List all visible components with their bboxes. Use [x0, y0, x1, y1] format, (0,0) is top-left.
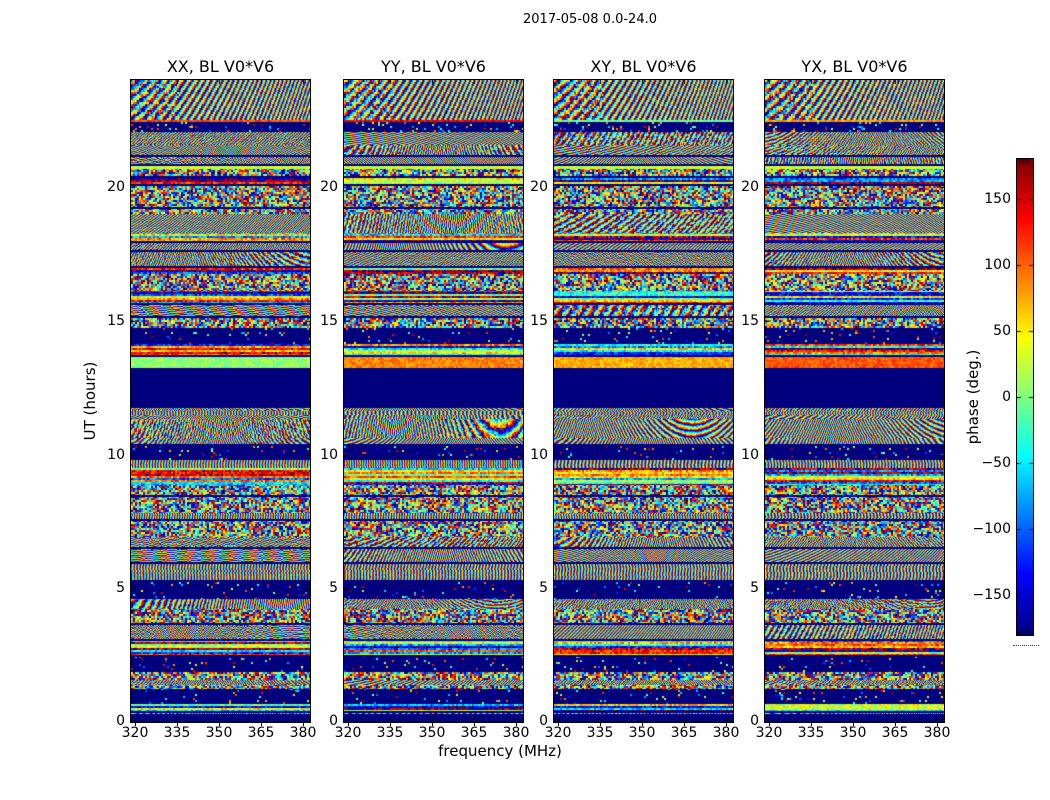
- x-tick-mark: [474, 723, 475, 726]
- heatmap-canvas-yy: [344, 80, 523, 722]
- subplot-xx: XX, BL V0*V6: [130, 57, 311, 723]
- x-tick-mark: [390, 723, 391, 726]
- x-tick-label: 350: [205, 725, 233, 741]
- colorbar: [1016, 158, 1034, 636]
- subplot-yy: YY, BL V0*V6: [343, 57, 524, 723]
- y-tick-label: 20: [320, 179, 338, 195]
- x-tick-label: 335: [797, 725, 825, 741]
- y-tick-label: 5: [116, 580, 125, 596]
- subplot-title-xy: XY, BL V0*V6: [590, 57, 697, 76]
- y-tick-label: 15: [741, 313, 759, 329]
- x-tick-mark: [432, 723, 433, 726]
- x-tick-label: 335: [163, 725, 191, 741]
- x-tick-mark: [811, 723, 812, 726]
- heatmap-canvas-yx: [765, 80, 944, 722]
- x-tick-mark: [684, 723, 685, 726]
- x-axis-label: frequency (MHz): [438, 742, 562, 760]
- x-tick-label: 320: [121, 725, 149, 741]
- x-tick-mark: [726, 723, 727, 726]
- x-tick-label: 350: [628, 725, 656, 741]
- x-tick-mark: [516, 723, 517, 726]
- x-tick-mark: [937, 723, 938, 726]
- x-tick-label: 380: [923, 725, 951, 741]
- x-tick-label: 365: [247, 725, 275, 741]
- x-tick-mark: [177, 723, 178, 726]
- colorbar-dotted-baseline: [1013, 645, 1039, 646]
- x-tick-label: 350: [418, 725, 446, 741]
- x-tick-mark: [558, 723, 559, 726]
- subplot-title-yy: YY, BL V0*V6: [381, 57, 486, 76]
- y-tick-label: 15: [530, 313, 548, 329]
- x-tick-label: 380: [289, 725, 317, 741]
- x-tick-mark: [219, 723, 220, 726]
- x-tick-mark: [600, 723, 601, 726]
- figure-title: 2017-05-08 0.0-24.0: [523, 12, 657, 27]
- y-tick-label: 20: [530, 179, 548, 195]
- colorbar-tick-label: −50: [981, 455, 1011, 471]
- y-axis-label: UT (hours): [81, 361, 99, 441]
- x-tick-label: 320: [334, 725, 362, 741]
- y-tick-label: 5: [750, 580, 759, 596]
- y-tick-label: 20: [107, 179, 125, 195]
- x-tick-mark: [769, 723, 770, 726]
- y-tick-label: 0: [750, 713, 759, 729]
- subplot-title-yx: YX, BL V0*V6: [801, 57, 908, 76]
- x-tick-mark: [895, 723, 896, 726]
- x-tick-label: 350: [839, 725, 867, 741]
- x-tick-label: 365: [881, 725, 909, 741]
- colorbar-tick-label: 100: [984, 257, 1011, 273]
- y-tick-label: 0: [329, 713, 338, 729]
- y-tick-label: 5: [329, 580, 338, 596]
- colorbar-canvas: [1017, 159, 1033, 635]
- y-tick-label: 10: [741, 447, 759, 463]
- colorbar-tick-label: 50: [993, 323, 1011, 339]
- x-tick-label: 335: [376, 725, 404, 741]
- subplot-xy: XY, BL V0*V6: [553, 57, 734, 723]
- y-tick-label: 10: [530, 447, 548, 463]
- x-tick-label: 380: [712, 725, 740, 741]
- x-tick-mark: [853, 723, 854, 726]
- colorbar-tick-label: −150: [972, 587, 1011, 603]
- x-tick-label: 335: [586, 725, 614, 741]
- y-tick-label: 10: [320, 447, 338, 463]
- x-tick-label: 365: [670, 725, 698, 741]
- y-tick-label: 0: [539, 713, 548, 729]
- x-tick-mark: [642, 723, 643, 726]
- heatmap-canvas-xx: [131, 80, 310, 722]
- colorbar-tick-label: 0: [1002, 389, 1011, 405]
- x-tick-label: 365: [460, 725, 488, 741]
- y-tick-label: 15: [320, 313, 338, 329]
- y-tick-label: 5: [539, 580, 548, 596]
- x-tick-label: 380: [502, 725, 530, 741]
- x-tick-mark: [135, 723, 136, 726]
- colorbar-tick-label: −100: [972, 521, 1011, 537]
- colorbar-tick-label: 150: [984, 191, 1011, 207]
- y-tick-label: 20: [741, 179, 759, 195]
- heatmap-canvas-xy: [554, 80, 733, 722]
- x-tick-mark: [348, 723, 349, 726]
- subplot-yx: YX, BL V0*V6: [764, 57, 945, 723]
- x-tick-label: 320: [544, 725, 572, 741]
- x-tick-mark: [303, 723, 304, 726]
- y-tick-label: 0: [116, 713, 125, 729]
- x-tick-mark: [261, 723, 262, 726]
- y-tick-label: 10: [107, 447, 125, 463]
- x-tick-label: 320: [755, 725, 783, 741]
- subplot-title-xx: XX, BL V0*V6: [166, 57, 275, 76]
- y-tick-label: 15: [107, 313, 125, 329]
